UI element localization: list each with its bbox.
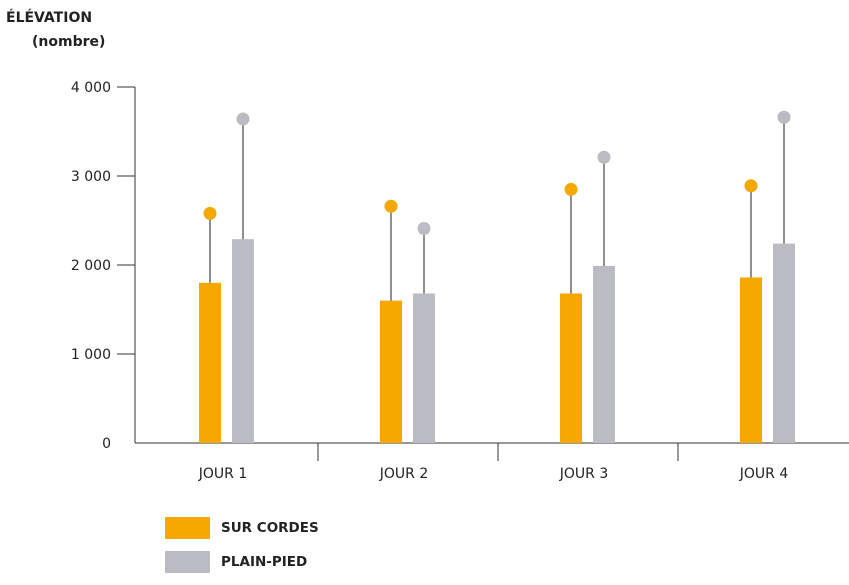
error-marker — [203, 206, 217, 220]
bar — [199, 282, 221, 443]
error-marker — [597, 150, 611, 164]
bar — [380, 300, 402, 443]
legend-label-plain-pied: PLAIN-PIED — [221, 554, 308, 570]
x-tick-label: JOUR 1 — [198, 466, 247, 482]
legend-label-sur-cordes: SUR CORDES — [221, 520, 319, 536]
y-tick-label: 3 000 — [71, 169, 111, 185]
error-marker — [777, 110, 791, 124]
x-tick-label: JOUR 3 — [559, 466, 608, 482]
error-marker — [236, 112, 250, 126]
y-tick-label: 2 000 — [71, 258, 111, 274]
legend-item-plain-pied: PLAIN-PIED — [165, 551, 319, 573]
bar — [773, 243, 795, 443]
legend-item-sur-cordes: SUR CORDES — [165, 517, 319, 539]
x-tick-label: JOUR 2 — [379, 466, 428, 482]
bar — [413, 293, 435, 443]
y-axis-title-line-1: ÉLÉVATION — [6, 9, 92, 26]
legend-swatch-plain-pied — [165, 551, 210, 573]
y-tick-label: 1 000 — [71, 347, 111, 363]
x-tick-label: JOUR 4 — [739, 466, 789, 482]
elevation-chart: ÉLÉVATION (nombre) 0 1 000 2 000 3 000 4 000… — [6, 9, 849, 482]
y-tick-label: 4 000 — [71, 80, 111, 96]
x-ticks: JOUR 1 JOUR 2 JOUR 3 JOUR 4 — [198, 443, 789, 482]
error-marker — [564, 182, 578, 196]
y-ticks: 0 1 000 2 000 3 000 4 000 — [71, 80, 135, 452]
error-marker — [384, 199, 398, 213]
bar — [232, 239, 254, 443]
legend-swatch-sur-cordes — [165, 517, 210, 539]
bars-layer — [199, 110, 795, 443]
y-axis-title-line-2: (nombre) — [32, 34, 105, 50]
y-tick-label: 0 — [102, 436, 111, 452]
legend: SUR CORDES PLAIN-PIED — [165, 517, 319, 585]
error-marker — [744, 179, 758, 193]
bar — [593, 265, 615, 443]
bar — [560, 293, 582, 443]
bar — [740, 277, 762, 443]
error-marker — [417, 222, 431, 236]
